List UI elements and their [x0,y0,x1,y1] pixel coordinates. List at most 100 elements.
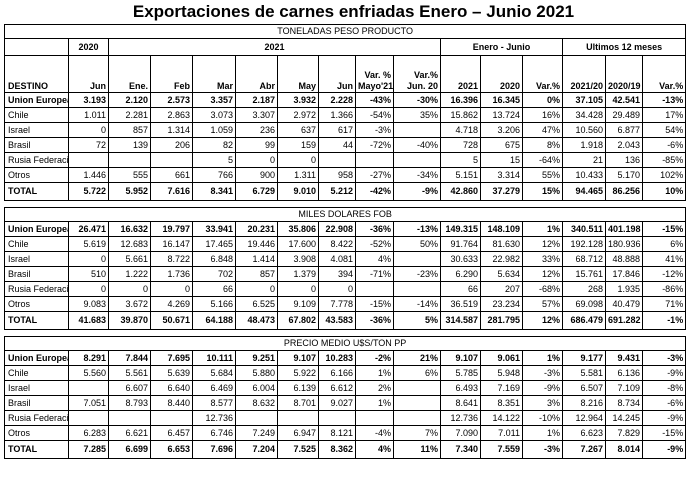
group-header: 2021 [108,38,441,56]
data-row: Union Europea 3.193 2.120 2.573 3.357 2.187 3.… [4,92,687,108]
cell: 3.908 [277,251,319,267]
cell [393,251,441,267]
cell: -9% [393,182,441,201]
cell: 48.473 [235,311,278,330]
cell: 180.936 [605,236,643,252]
cell: 1.736 [150,266,193,282]
cell: 192.128 [562,236,606,252]
cell: 3.314 [480,167,523,183]
cell: 1.311 [277,167,319,183]
cell: -86% [641,281,687,297]
cell: 14.245 [605,410,643,426]
cell: 10.111 [192,350,236,366]
group-header: 2020 [68,38,109,56]
cell: 8.734 [605,395,643,411]
group-header: Ultimos 12 meses [561,38,687,56]
cell: 17.600 [277,236,319,252]
cell [277,410,319,426]
cell: 1.446 [68,167,109,183]
cell: 6.612 [318,380,356,396]
cell: 7.109 [605,380,643,396]
cell: 4% [355,251,394,267]
cell: 9.109 [277,296,319,312]
cell: 8.440 [150,395,193,411]
destino: Chile [4,107,69,123]
cell: -1% [641,311,687,330]
destino: Union Europea [4,221,69,237]
cell: 19.446 [235,236,278,252]
cell: 139 [108,137,151,153]
cell: 17.846 [605,266,643,282]
cell: -43% [355,92,394,108]
cell: 5.948 [480,365,523,381]
cell: 1.011 [68,107,109,123]
data-row: TOTAL 5.722 5.952 7.616 8.341 6.729 9.010 5.212… [4,182,687,201]
cell: -85% [641,152,687,168]
cell: 0 [235,152,278,168]
destino: Union Europea [4,92,69,108]
cell: 10.560 [562,122,606,138]
cell: 7% [393,425,441,441]
cell: 86.256 [605,182,643,201]
cell: 5.880 [235,365,278,381]
cell: 7.204 [235,440,278,459]
cell [68,380,109,396]
group-blank [4,38,69,56]
cell: -3% [522,440,563,459]
column-header: May [277,55,319,93]
cell [108,410,151,426]
cell: -36% [355,311,394,330]
cell: 36.519 [440,296,481,312]
cell: 1% [522,350,563,366]
cell: 41% [641,251,687,267]
data-row: TOTAL 7.285 6.699 6.653 7.696 7.204 7.525 8.362… [4,440,687,459]
cell: -3% [522,365,563,381]
destino: TOTAL [4,182,69,201]
cell [393,410,441,426]
cell: 35% [393,107,441,123]
cell: 3.193 [68,92,109,108]
cell: 7.267 [562,440,606,459]
cell: 8.014 [605,440,643,459]
cell: 9.010 [277,182,319,201]
cell: 2.863 [150,107,193,123]
cell: 47% [522,122,563,138]
cell: 159 [277,137,319,153]
cell: 6.699 [108,440,151,459]
cell: 8.701 [277,395,319,411]
spacer-cell [4,200,686,208]
cell: 1.314 [150,122,193,138]
destino: Chile [4,236,69,252]
cell: 71% [641,296,687,312]
cell: -72% [355,137,394,153]
cell: 5.151 [440,167,481,183]
cell: 8.632 [235,395,278,411]
cell [355,281,394,297]
cell: 5.684 [192,365,236,381]
cell: 5.785 [440,365,481,381]
cell: 99 [235,137,278,153]
spacer-cell [4,329,686,337]
cell: -27% [355,167,394,183]
cell: 7.616 [150,182,193,201]
cell: 12.736 [192,410,236,426]
cell: 30.633 [440,251,481,267]
cell: 21% [393,350,441,366]
cell: 94.465 [562,182,606,201]
data-row: Otros 9.083 3.672 4.269 5.166 6.525 9.109 7.778… [4,296,687,312]
cell: 15% [522,182,563,201]
cell: 766 [192,167,236,183]
cell: 54% [641,122,687,138]
cell: 6.848 [192,251,236,267]
cell: 5.212 [318,182,356,201]
cell: 5 [440,152,481,168]
cell: 6.525 [235,296,278,312]
cell: 9.083 [68,296,109,312]
cell: 857 [108,122,151,138]
cell: 702 [192,266,236,282]
cell: 2.228 [318,92,356,108]
cell: 0% [522,92,563,108]
cell: -30% [393,92,441,108]
cell: 6% [393,365,441,381]
